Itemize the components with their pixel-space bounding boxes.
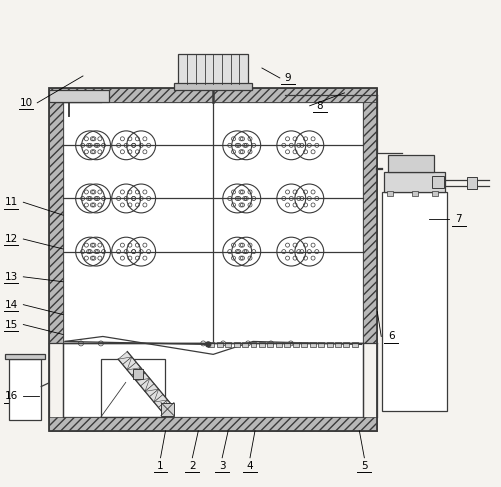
Bar xyxy=(284,342,290,347)
Bar xyxy=(343,342,349,347)
Bar xyxy=(233,342,239,347)
Bar xyxy=(101,359,165,417)
Circle shape xyxy=(205,342,210,347)
Polygon shape xyxy=(122,357,136,370)
Polygon shape xyxy=(131,368,145,381)
Bar xyxy=(49,90,109,102)
Bar xyxy=(133,369,143,379)
Text: 3: 3 xyxy=(218,461,225,471)
Text: 8: 8 xyxy=(316,101,322,111)
Bar xyxy=(49,102,63,343)
Text: 1: 1 xyxy=(157,461,163,471)
Bar xyxy=(326,342,332,347)
Polygon shape xyxy=(118,352,132,365)
Bar xyxy=(318,342,324,347)
Bar xyxy=(276,342,281,347)
Bar xyxy=(292,342,298,347)
Text: 10: 10 xyxy=(20,98,33,108)
Bar xyxy=(431,176,443,188)
Bar xyxy=(431,191,437,196)
Bar xyxy=(301,342,307,347)
Text: 9: 9 xyxy=(284,73,291,83)
Bar xyxy=(174,83,252,90)
Bar xyxy=(466,177,476,189)
Bar xyxy=(267,342,273,347)
Polygon shape xyxy=(154,394,167,408)
Polygon shape xyxy=(136,373,149,386)
Bar xyxy=(178,54,247,84)
Text: 2: 2 xyxy=(189,461,195,471)
Bar xyxy=(225,342,230,347)
Text: 5: 5 xyxy=(360,461,367,471)
Bar xyxy=(334,342,340,347)
Text: 7: 7 xyxy=(454,214,461,224)
Bar xyxy=(49,88,377,431)
Text: 15: 15 xyxy=(5,319,18,330)
Text: 14: 14 xyxy=(5,300,18,310)
Bar xyxy=(10,359,41,420)
Polygon shape xyxy=(140,378,154,392)
Bar xyxy=(309,342,315,347)
Text: 6: 6 xyxy=(387,332,394,341)
Text: 11: 11 xyxy=(5,197,18,207)
Bar xyxy=(381,192,446,411)
Bar xyxy=(386,191,392,196)
Bar xyxy=(241,342,247,347)
Text: 12: 12 xyxy=(5,234,18,244)
Bar xyxy=(363,102,377,343)
Bar xyxy=(387,154,433,172)
Bar xyxy=(216,342,222,347)
Bar xyxy=(259,342,265,347)
Bar xyxy=(411,191,417,196)
Polygon shape xyxy=(145,384,158,397)
Polygon shape xyxy=(158,400,172,413)
Polygon shape xyxy=(127,362,140,375)
Bar xyxy=(208,342,214,347)
Bar xyxy=(6,354,45,359)
Bar xyxy=(63,343,363,417)
Bar xyxy=(383,172,444,192)
Bar xyxy=(49,88,377,102)
Text: 16: 16 xyxy=(5,391,18,401)
Text: 4: 4 xyxy=(246,461,253,471)
Bar xyxy=(250,342,256,347)
Text: 13: 13 xyxy=(5,272,18,282)
Bar xyxy=(49,417,377,431)
Bar xyxy=(63,102,363,343)
Polygon shape xyxy=(149,389,163,402)
Bar xyxy=(351,342,357,347)
Bar xyxy=(161,403,173,415)
